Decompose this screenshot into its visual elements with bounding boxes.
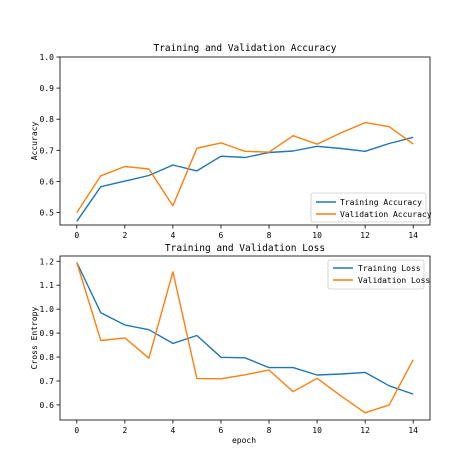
loss-x-tick-label-7: 14 (408, 426, 418, 435)
loss-ticks: 0 2 4 6 8 10 12 14 0.6 0.7 0.8 0.9 1.0 1.1 1.2 (40, 257, 419, 435)
accuracy-y-tick-label-3: 0.8 (40, 115, 55, 124)
loss-series-lines (76, 262, 414, 414)
accuracy-legend: Training Accuracy Validation Accuracy (310, 192, 432, 223)
accuracy-y-tick-label-4: 0.9 (40, 84, 55, 93)
legend-label-validation-loss: Validation Loss (358, 276, 430, 285)
accuracy-chart-title: Training and Validation Accuracy (153, 43, 336, 54)
accuracy-x-tick-label-3: 6 (219, 231, 224, 240)
loss-chart-title: Training and Validation Loss (165, 243, 325, 254)
legend-label-training-loss: Training Loss (358, 264, 421, 273)
loss-y-tick-label-5: 1.1 (40, 281, 55, 290)
accuracy-x-tick-label-1: 2 (122, 231, 127, 240)
loss-x-tick-label-1: 2 (122, 426, 127, 435)
loss-y-tick-label-0: 0.6 (40, 401, 55, 410)
accuracy-legend-box (310, 192, 427, 223)
loss-legend: Training Loss Validation Loss (327, 259, 430, 290)
loss-series-line-0 (76, 262, 414, 395)
accuracy-y-axis-label: Accuracy (30, 122, 39, 161)
accuracy-y-tick-label-1: 0.6 (40, 177, 55, 186)
accuracy-series-lines (76, 121, 414, 222)
accuracy-x-tick-label-5: 10 (312, 231, 322, 240)
loss-x-tick-label-3: 6 (219, 426, 224, 435)
legend-label-training-accuracy: Training Accuracy (340, 198, 422, 207)
accuracy-y-tick-label-2: 0.7 (40, 146, 55, 155)
loss-x-axis-label: epoch (232, 436, 256, 445)
accuracy-x-tick-label-6: 12 (360, 231, 370, 240)
accuracy-x-tick-label-7: 14 (408, 231, 418, 240)
loss-x-tick-label-0: 0 (74, 426, 79, 435)
accuracy-series-line-0 (76, 136, 414, 222)
accuracy-x-tick-label-2: 4 (171, 231, 176, 240)
accuracy-x-tick-label-4: 8 (267, 231, 272, 240)
accuracy-plot-area (59, 56, 431, 226)
legend-label-validation-accuracy: Validation Accuracy (340, 210, 432, 219)
loss-x-tick-label-5: 10 (312, 426, 322, 435)
loss-x-tick-label-6: 12 (360, 426, 370, 435)
loss-chart: Training and Validation Loss 0 2 4 6 8 10 12 14… (30, 243, 430, 445)
loss-x-tick-label-4: 8 (267, 426, 272, 435)
loss-y-tick-label-4: 1.0 (40, 305, 55, 314)
loss-y-tick-label-3: 0.9 (40, 329, 55, 338)
loss-series-line-1 (76, 262, 414, 414)
accuracy-y-tick-label-5: 1.0 (40, 53, 55, 62)
loss-y-tick-label-6: 1.2 (40, 257, 55, 266)
accuracy-ticks: 0 2 4 6 8 10 12 14 0.5 0.6 0.7 0.8 0.9 1.0 (40, 53, 419, 240)
accuracy-chart: Training and Validation Accuracy 0 2 4 6 8 10… (30, 43, 432, 240)
loss-y-axis-label: Cross Entropy (30, 307, 39, 370)
accuracy-y-tick-label-0: 0.5 (40, 209, 55, 218)
loss-x-tick-label-2: 4 (171, 426, 176, 435)
loss-plot-area (59, 255, 431, 421)
loss-y-tick-label-1: 0.7 (40, 377, 55, 386)
accuracy-x-tick-label-0: 0 (74, 231, 79, 240)
loss-y-tick-label-2: 0.8 (40, 353, 55, 362)
accuracy-series-line-1 (76, 121, 414, 213)
